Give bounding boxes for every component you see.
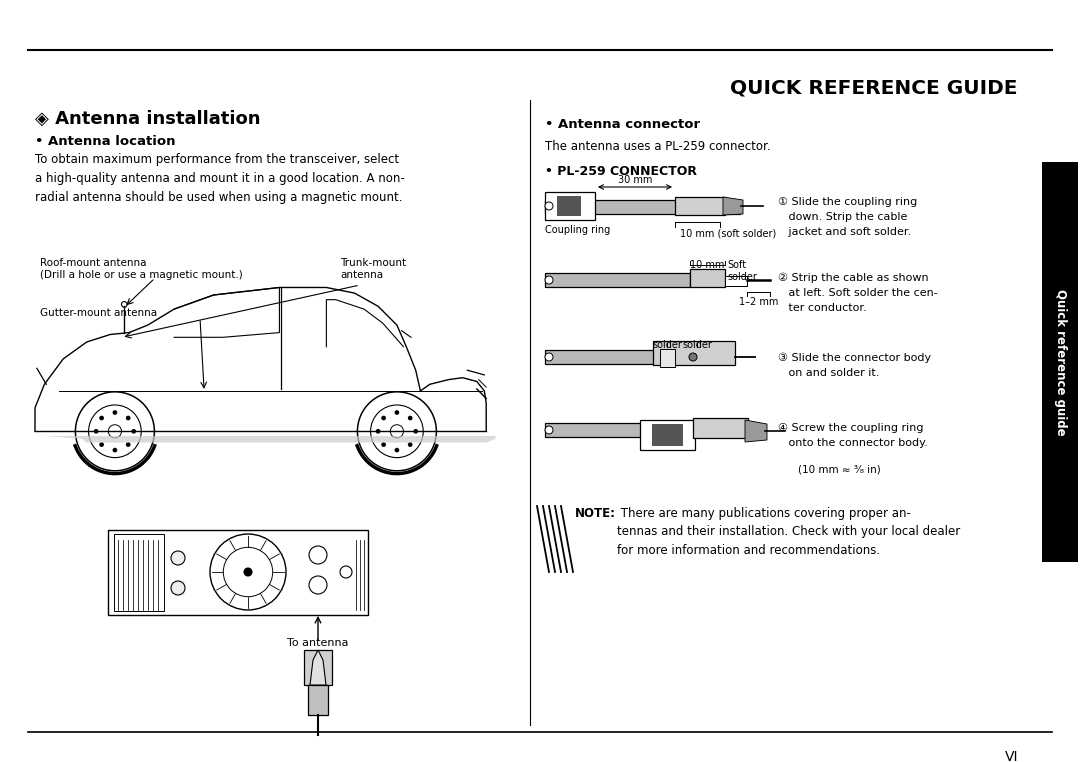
Polygon shape — [723, 197, 743, 215]
Bar — [1042, 162, 1078, 562]
Circle shape — [381, 442, 386, 447]
Text: ② Strip the cable as shown
   at left. Soft solder the cen-
   ter conductor.: ② Strip the cable as shown at left. Soft… — [778, 273, 937, 313]
Bar — [725, 276, 747, 286]
Text: There are many publications covering proper an-
tennas and their installation. C: There are many publications covering pro… — [617, 507, 960, 557]
Bar — [108, 530, 368, 615]
Text: Quick reference guide: Quick reference guide — [1053, 289, 1067, 435]
Circle shape — [224, 547, 272, 597]
Text: ③ Slide the connector body
   on and solder it.: ③ Slide the connector body on and solder… — [778, 353, 931, 378]
Bar — [308, 685, 328, 715]
Circle shape — [108, 424, 121, 438]
Text: 1–2 mm: 1–2 mm — [739, 297, 779, 307]
Circle shape — [121, 302, 127, 307]
Text: To obtain maximum performance from the transceiver, select
a high-quality antenn: To obtain maximum performance from the t… — [35, 153, 405, 204]
Circle shape — [112, 448, 118, 453]
Bar — [652, 424, 683, 446]
Circle shape — [132, 429, 136, 434]
Text: 10 mm (soft solder): 10 mm (soft solder) — [680, 228, 777, 238]
Circle shape — [112, 410, 118, 415]
Circle shape — [545, 353, 553, 361]
Circle shape — [408, 442, 413, 447]
Circle shape — [408, 415, 413, 421]
Circle shape — [94, 429, 98, 434]
Circle shape — [394, 448, 400, 453]
Circle shape — [381, 415, 386, 421]
Text: ④ Screw the coupling ring
   onto the connector body.: ④ Screw the coupling ring onto the conne… — [778, 423, 928, 448]
Circle shape — [545, 276, 553, 284]
Text: • PL-259 CONNECTOR: • PL-259 CONNECTOR — [545, 165, 697, 178]
Bar — [653, 341, 735, 365]
Text: The antenna uses a PL-259 connector.: The antenna uses a PL-259 connector. — [545, 140, 771, 153]
Circle shape — [171, 581, 185, 595]
Circle shape — [126, 442, 131, 447]
Polygon shape — [44, 436, 496, 443]
Text: Gutter-mount antenna: Gutter-mount antenna — [40, 308, 157, 318]
Circle shape — [210, 534, 286, 610]
Circle shape — [376, 429, 380, 434]
Bar — [545, 192, 595, 220]
Bar — [545, 200, 740, 214]
Polygon shape — [310, 650, 326, 685]
Text: ◈ Antenna installation: ◈ Antenna installation — [35, 110, 260, 128]
Text: Trunk-mount
antenna: Trunk-mount antenna — [340, 258, 406, 280]
Circle shape — [99, 415, 104, 421]
Text: solder: solder — [652, 340, 681, 350]
Bar — [640, 420, 696, 450]
Text: 10 mm: 10 mm — [690, 260, 725, 270]
Circle shape — [394, 410, 400, 415]
Bar — [660, 349, 675, 367]
Bar — [693, 418, 748, 438]
Circle shape — [99, 442, 104, 447]
Text: QUICK REFERENCE GUIDE: QUICK REFERENCE GUIDE — [730, 78, 1018, 97]
Text: (10 mm ≈ ³⁄₈ in): (10 mm ≈ ³⁄₈ in) — [798, 464, 881, 474]
Bar — [545, 273, 690, 287]
Bar — [545, 423, 650, 437]
Circle shape — [309, 576, 327, 594]
Text: solder: solder — [683, 340, 712, 350]
Circle shape — [414, 429, 418, 434]
Circle shape — [390, 424, 404, 438]
Circle shape — [126, 415, 131, 421]
Circle shape — [689, 353, 697, 361]
Circle shape — [171, 551, 185, 565]
Circle shape — [340, 566, 352, 578]
Text: ① Slide the coupling ring
   down. Strip the cable
   jacket and soft solder.: ① Slide the coupling ring down. Strip th… — [778, 197, 917, 236]
Circle shape — [243, 568, 253, 577]
Bar — [557, 196, 581, 216]
Text: • Antenna location: • Antenna location — [35, 135, 175, 148]
Bar — [303, 650, 332, 685]
Text: • Antenna connector: • Antenna connector — [545, 118, 700, 131]
Circle shape — [545, 426, 553, 434]
Text: 30 mm: 30 mm — [618, 175, 652, 185]
Text: NOTE:: NOTE: — [575, 507, 616, 520]
Bar — [690, 269, 725, 287]
Text: To antenna: To antenna — [287, 638, 349, 648]
Polygon shape — [745, 420, 767, 442]
Circle shape — [545, 202, 553, 210]
Bar — [675, 197, 725, 215]
Text: Coupling ring: Coupling ring — [545, 225, 610, 235]
Text: VI: VI — [1004, 750, 1018, 762]
Bar — [545, 350, 665, 364]
Circle shape — [309, 546, 327, 564]
Text: Roof-mount antenna
(Drill a hole or use a magnetic mount.): Roof-mount antenna (Drill a hole or use … — [40, 258, 243, 280]
Text: Soft
solder: Soft solder — [727, 260, 757, 282]
Bar — [114, 534, 164, 611]
